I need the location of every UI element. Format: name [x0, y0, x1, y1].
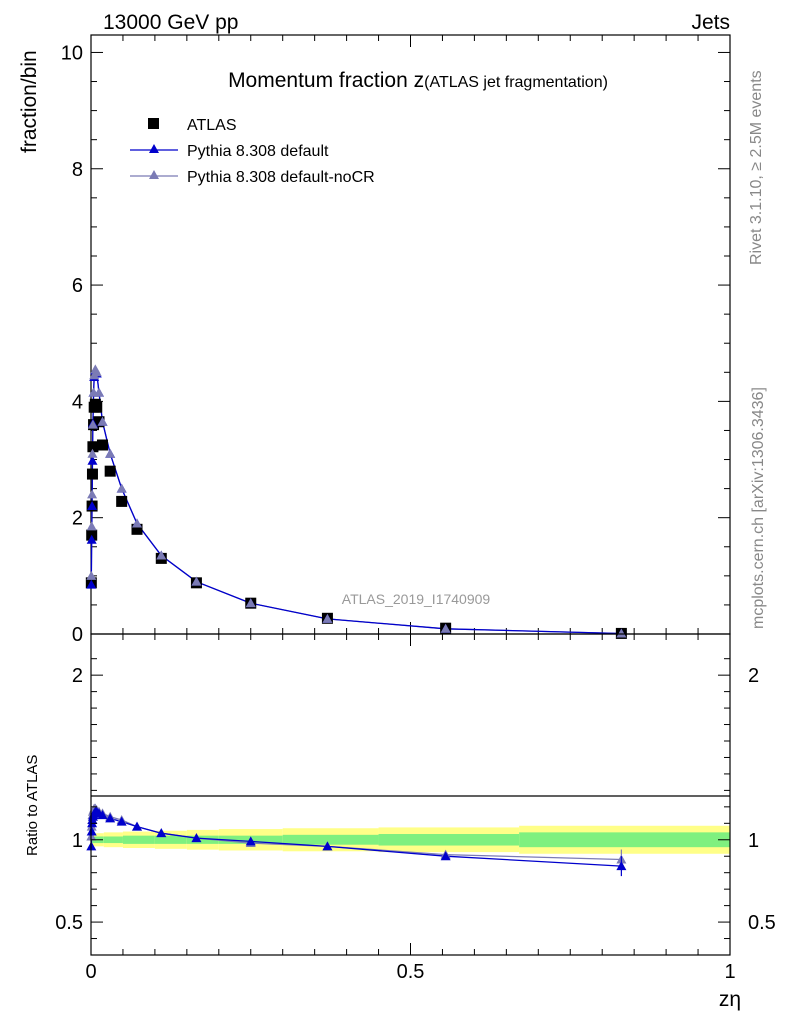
marker-default: [87, 501, 98, 511]
marker-nocr: [91, 367, 102, 377]
plot-title: Momentum fraction z(ATLAS jet fragmentat…: [228, 69, 608, 92]
band-inner: [378, 834, 520, 846]
band-inner: [103, 836, 123, 844]
ratio-y-tick-label: 1: [72, 830, 83, 852]
y-tick-label: 6: [72, 275, 83, 297]
ratio-marker-default: [616, 861, 627, 871]
atlas-point: [91, 401, 103, 413]
rivet-label: Rivet 3.1.10, ≥ 2.5M events: [748, 70, 765, 265]
ratio-marker-default: [156, 828, 167, 838]
band-inner: [282, 834, 379, 845]
legend-label-nocr: Pythia 8.308 default-noCR: [187, 169, 375, 186]
atlas-point: [93, 416, 105, 428]
main-panel: 0 2 4 6 8 10 fraction/bin Momentum fraction z…: [18, 34, 731, 646]
marker-nocr: [191, 576, 202, 586]
legend-marker-default: [149, 144, 159, 153]
band-inner: [122, 835, 155, 844]
y-axis-title-main: fraction/bin: [18, 50, 41, 153]
marker-nocr: [86, 570, 97, 580]
legend-marker-atlas: [148, 118, 159, 129]
legend-marker-nocr: [149, 170, 159, 179]
ratio-marker-default: [322, 841, 333, 851]
band-inner: [519, 832, 730, 848]
ratio-uncertainty-band: [91, 825, 730, 854]
marker-nocr: [87, 448, 98, 458]
marker-nocr: [322, 613, 333, 623]
marker-nocr: [132, 518, 143, 528]
y-tick-label: 10: [61, 42, 83, 64]
y-axis-title-ratio: Ratio to ATLAS: [24, 755, 41, 856]
marker-default: [86, 579, 97, 589]
plot-title-main: Momentum fraction z: [228, 69, 424, 92]
marker-nocr: [86, 521, 97, 531]
marker-nocr: [87, 489, 98, 499]
atlas-point: [86, 468, 98, 480]
header-jets-label: Jets: [691, 11, 730, 34]
ratio-marker-default: [191, 833, 202, 843]
mcplots-label: mcplots.cern.ch [arXiv:1306.3436]: [750, 387, 767, 629]
band-inner: [154, 835, 187, 844]
ratio-y-tick-label-right: 0.5: [748, 912, 776, 934]
marker-default: [86, 534, 97, 544]
ratio-y-tick-label: 0.5: [55, 912, 83, 934]
marker-nocr: [156, 550, 167, 560]
marker-nocr: [245, 598, 256, 608]
marker-nocr: [440, 623, 451, 633]
ratio-marker-default: [440, 851, 451, 861]
legend: ATLAS Pythia 8.308 default Pythia 8.308 …: [130, 117, 375, 186]
x-axis-title: zη: [719, 988, 741, 1011]
x-tick-label: 1: [724, 961, 735, 983]
x-tick-label: 0.5: [397, 961, 425, 983]
marker-nocr: [87, 419, 98, 429]
atlas-point: [87, 441, 99, 453]
marker-nocr: [616, 628, 627, 638]
y-tick-label: 0: [72, 624, 83, 646]
ratio-marker-default: [105, 813, 116, 823]
ratio-marker-default: [245, 836, 256, 846]
ratio-marker-default: [132, 821, 143, 831]
ratio-ticks: 0.5 0.5 1 1 2 2 0 0.5 1: [55, 634, 776, 983]
marker-nocr: [105, 448, 116, 458]
ratio-marker-default: [97, 810, 108, 820]
legend-label-atlas: ATLAS: [187, 117, 237, 134]
y-tick-label: 4: [72, 391, 83, 413]
atlas-point: [116, 495, 128, 507]
marker-nocr: [116, 483, 127, 493]
y-tick-label: 2: [72, 508, 83, 530]
ratio-y-tick-label-right: 2: [748, 665, 759, 687]
main-data: [85, 364, 627, 639]
atlas-point: [104, 465, 116, 477]
analysis-watermark: ATLAS_2019_I1740909: [342, 591, 491, 607]
header-energy-label: 13000 GeV pp: [103, 11, 238, 34]
plot-title-sub: (ATLAS jet fragmentation): [424, 74, 608, 91]
x-tick-label: 0: [85, 961, 96, 983]
ratio-panel-frame: [90, 633, 731, 956]
ratio-marker-default: [116, 816, 127, 826]
y-tick-label: 8: [72, 159, 83, 181]
ratio-y-tick-label-right: 1: [748, 830, 759, 852]
band-inner: [186, 835, 219, 844]
ratio-y-tick-label: 2: [72, 665, 83, 687]
legend-label-default: Pythia 8.308 default: [187, 143, 329, 160]
marker-nocr: [97, 416, 108, 426]
marker-nocr: [93, 387, 104, 397]
ratio-panel: 0.5 0.5 1 1 2 2 0 0.5 1 Ratio to ATLAS zη: [24, 633, 776, 1011]
atlas-point: [131, 523, 143, 535]
atlas-point: [97, 439, 109, 451]
marker-default: [87, 455, 98, 465]
ratio-marker-default: [86, 826, 97, 836]
